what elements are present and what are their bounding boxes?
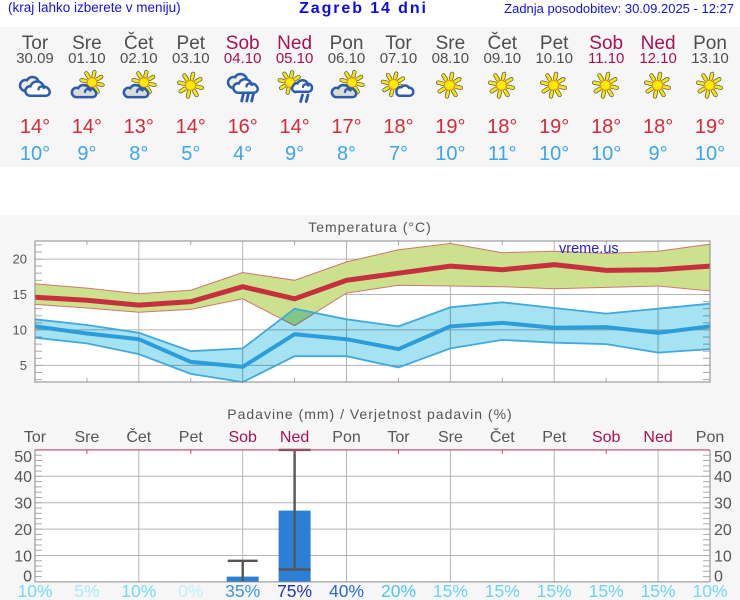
svg-text:15: 15 [13, 287, 27, 302]
svg-text:20: 20 [14, 522, 32, 539]
svg-text:Ned: Ned [280, 429, 309, 446]
svg-text:Pet: Pet [179, 429, 204, 446]
svg-text:Pon: Pon [332, 429, 360, 446]
svg-text:Čet: Čet [490, 427, 515, 446]
svg-text:40: 40 [714, 469, 732, 486]
svg-text:75%: 75% [277, 581, 312, 600]
svg-text:15%: 15% [589, 581, 624, 600]
svg-text:20: 20 [714, 522, 732, 539]
svg-text:Sob: Sob [592, 429, 621, 446]
svg-text:10: 10 [13, 322, 27, 337]
svg-text:30: 30 [14, 496, 32, 513]
svg-text:50: 50 [714, 449, 732, 466]
svg-text:35%: 35% [225, 581, 260, 600]
svg-text:10%: 10% [121, 581, 156, 600]
svg-text:Tor: Tor [24, 429, 47, 446]
svg-text:10: 10 [714, 548, 732, 565]
svg-text:10: 10 [14, 548, 32, 565]
svg-text:15%: 15% [537, 581, 572, 600]
svg-text:Čet: Čet [126, 427, 151, 446]
svg-text:40: 40 [14, 469, 32, 486]
svg-text:Sre: Sre [74, 429, 99, 446]
svg-text:10%: 10% [692, 581, 727, 600]
svg-text:Pet: Pet [542, 429, 567, 446]
svg-text:0%: 0% [178, 581, 203, 600]
svg-text:Pon: Pon [696, 429, 724, 446]
svg-text:0: 0 [23, 569, 32, 586]
svg-text:Temperatura (°C): Temperatura (°C) [308, 219, 432, 235]
svg-text:40%: 40% [329, 581, 364, 600]
svg-text:Ned: Ned [643, 429, 672, 446]
svg-text:Sre: Sre [438, 429, 463, 446]
svg-text:0: 0 [714, 569, 723, 586]
svg-text:30: 30 [714, 496, 732, 513]
svg-text:15%: 15% [433, 581, 468, 600]
svg-text:Sob: Sob [228, 429, 257, 446]
svg-text:15%: 15% [485, 581, 520, 600]
svg-text:20: 20 [13, 252, 27, 267]
svg-text:15%: 15% [641, 581, 676, 600]
svg-text:10%: 10% [17, 581, 52, 600]
svg-text:Tor: Tor [387, 429, 410, 446]
svg-text:50: 50 [14, 449, 32, 466]
svg-text:20%: 20% [381, 581, 416, 600]
svg-text:5%: 5% [74, 581, 99, 600]
svg-text:Padavine (mm) / Verjetnost pad: Padavine (mm) / Verjetnost padavin (%) [227, 406, 512, 422]
svg-text:5: 5 [20, 358, 27, 373]
svg-text:vreme.us: vreme.us [559, 241, 619, 257]
